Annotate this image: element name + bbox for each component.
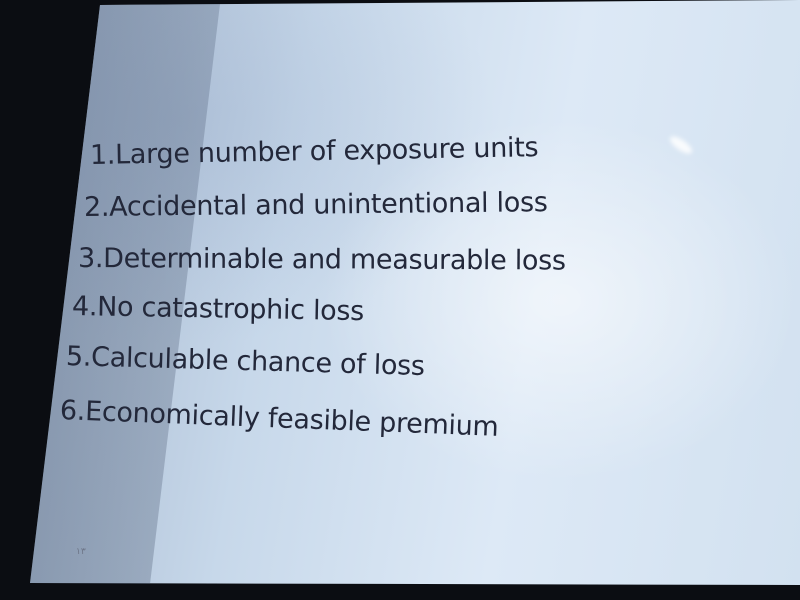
- list-item: 2.Accidental and unintentional loss: [83, 187, 548, 223]
- list-item: 3.Determinable and measurable loss: [77, 243, 566, 277]
- slide-page-number: ١٣: [76, 547, 86, 557]
- list-item: 4.No catastrophic loss: [71, 291, 365, 328]
